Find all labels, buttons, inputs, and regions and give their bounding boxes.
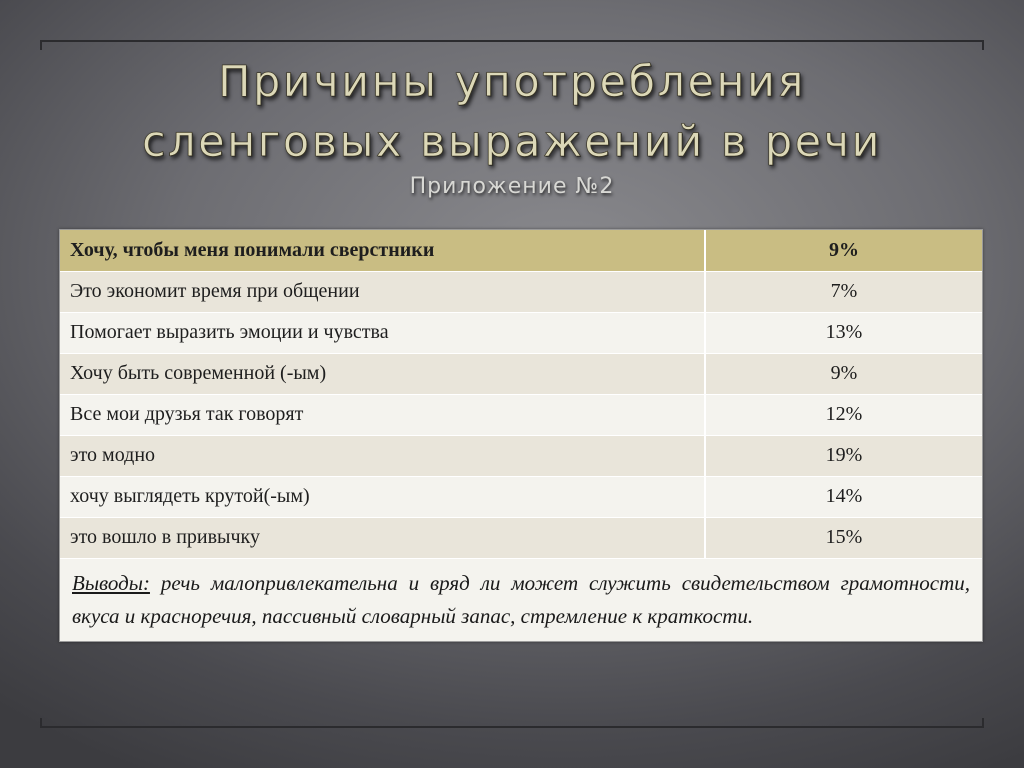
table-row: это модно 19% (60, 434, 982, 476)
table-row: Все мои друзья так говорят 12% (60, 393, 982, 435)
percent-cell: 13% (704, 311, 982, 353)
slide-subtitle: Приложение №2 (409, 174, 615, 199)
conclusion-label: Выводы: (72, 571, 150, 595)
top-frame-bracket (40, 40, 984, 50)
reason-cell: Все мои друзья так говорят (60, 393, 705, 435)
percent-cell: 14% (704, 475, 982, 517)
table-row: хочу выглядеть крутой(-ым) 14% (60, 475, 982, 517)
reason-cell: Это экономит время при общении (60, 270, 705, 312)
percent-cell: 7% (704, 270, 982, 312)
reason-cell: это вошло в привычку (60, 516, 705, 558)
conclusion-text: речь малопривлекательна и вряд ли может … (72, 571, 970, 628)
title-line-2: сленговых выражений в речи (142, 117, 882, 168)
table-row: это вошло в привычку 15% (60, 516, 982, 558)
table-row: Помогает выразить эмоции и чувства 13% (60, 311, 982, 353)
percent-cell: 12% (704, 393, 982, 435)
percent-cell: 15% (704, 516, 982, 558)
reasons-table: Хочу, чтобы меня понимали сверстники 9% … (59, 229, 983, 642)
percent-cell: 9% (704, 352, 982, 394)
reason-cell: Хочу быть современной (-ым) (60, 352, 705, 394)
bottom-frame-bracket (40, 718, 984, 728)
reason-cell: Помогает выразить эмоции и чувства (60, 311, 705, 353)
conclusion-block: Выводы: речь малопривлекательна и вряд л… (60, 558, 982, 641)
title-line-1: Причины употребления (218, 57, 806, 108)
table-row: Это экономит время при общении 7% (60, 270, 982, 312)
reason-cell: хочу выглядеть крутой(-ым) (60, 475, 705, 517)
table-row: Хочу быть современной (-ым) 9% (60, 352, 982, 394)
header-reason-cell: Хочу, чтобы меня понимали сверстники (60, 230, 705, 271)
percent-cell: 19% (704, 434, 982, 476)
reason-cell: это модно (60, 434, 705, 476)
slide-title: Причины употребления сленговых выражений… (0, 52, 1024, 172)
header-percent-cell: 9% (704, 230, 982, 271)
table-header-row: Хочу, чтобы меня понимали сверстники 9% (60, 230, 982, 271)
